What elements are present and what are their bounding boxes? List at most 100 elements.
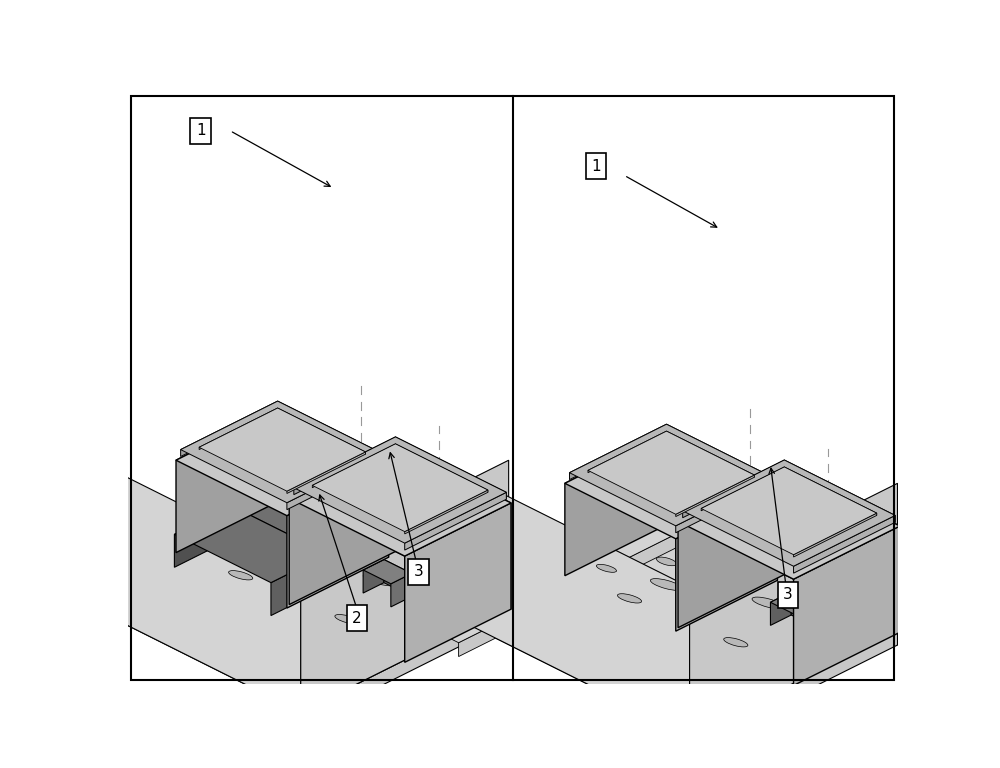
Polygon shape: [231, 506, 328, 587]
Polygon shape: [666, 515, 898, 645]
Polygon shape: [459, 527, 690, 657]
Polygon shape: [363, 560, 412, 584]
Polygon shape: [222, 474, 370, 548]
Polygon shape: [176, 409, 389, 515]
Polygon shape: [798, 606, 819, 639]
Polygon shape: [794, 513, 877, 557]
Polygon shape: [690, 483, 898, 735]
Polygon shape: [278, 492, 509, 622]
Ellipse shape: [335, 614, 359, 624]
Polygon shape: [222, 474, 278, 534]
Polygon shape: [405, 492, 506, 550]
Polygon shape: [770, 592, 791, 625]
Polygon shape: [666, 431, 754, 478]
Polygon shape: [683, 460, 895, 566]
Polygon shape: [391, 574, 412, 607]
Polygon shape: [278, 409, 389, 558]
Ellipse shape: [724, 637, 748, 647]
Polygon shape: [588, 431, 666, 472]
Polygon shape: [294, 437, 506, 543]
Polygon shape: [278, 401, 384, 461]
Polygon shape: [588, 431, 754, 515]
Ellipse shape: [752, 597, 784, 609]
Ellipse shape: [656, 557, 677, 566]
Polygon shape: [701, 467, 784, 511]
Polygon shape: [405, 503, 511, 662]
Polygon shape: [676, 478, 773, 533]
Polygon shape: [278, 474, 370, 553]
Polygon shape: [690, 631, 898, 749]
Ellipse shape: [596, 564, 617, 572]
Polygon shape: [459, 515, 666, 634]
Polygon shape: [70, 492, 278, 611]
Polygon shape: [791, 592, 819, 629]
Ellipse shape: [363, 574, 395, 586]
Polygon shape: [176, 409, 278, 553]
Ellipse shape: [208, 541, 228, 549]
Polygon shape: [315, 520, 370, 581]
Polygon shape: [678, 468, 784, 627]
Polygon shape: [47, 492, 301, 620]
Polygon shape: [395, 437, 506, 499]
Polygon shape: [287, 452, 365, 494]
Polygon shape: [569, 424, 773, 526]
Polygon shape: [181, 401, 278, 456]
Polygon shape: [676, 475, 754, 517]
Polygon shape: [70, 492, 509, 712]
Polygon shape: [312, 444, 395, 488]
Ellipse shape: [617, 594, 642, 603]
Polygon shape: [784, 460, 895, 522]
Polygon shape: [784, 468, 900, 632]
Polygon shape: [294, 437, 395, 495]
Ellipse shape: [439, 537, 468, 578]
Ellipse shape: [262, 555, 294, 568]
Polygon shape: [301, 460, 509, 712]
Ellipse shape: [828, 560, 856, 601]
Polygon shape: [289, 445, 395, 604]
Polygon shape: [701, 467, 877, 554]
Polygon shape: [287, 465, 389, 608]
Polygon shape: [666, 515, 690, 541]
Polygon shape: [174, 506, 231, 568]
Polygon shape: [70, 449, 301, 712]
Polygon shape: [569, 424, 666, 480]
Text: 1: 1: [196, 123, 205, 138]
Polygon shape: [666, 432, 777, 581]
Polygon shape: [683, 460, 784, 518]
Polygon shape: [405, 490, 488, 534]
Polygon shape: [459, 515, 898, 735]
Ellipse shape: [229, 571, 253, 580]
Polygon shape: [199, 408, 365, 492]
Polygon shape: [436, 515, 666, 645]
Polygon shape: [794, 526, 900, 686]
Polygon shape: [784, 467, 877, 515]
Ellipse shape: [445, 545, 462, 570]
Polygon shape: [436, 515, 690, 643]
Ellipse shape: [834, 568, 851, 593]
Polygon shape: [289, 445, 511, 556]
Text: 3: 3: [783, 588, 793, 602]
Polygon shape: [565, 432, 666, 576]
Polygon shape: [666, 424, 773, 485]
Text: 3: 3: [414, 564, 423, 579]
Polygon shape: [676, 488, 777, 631]
Polygon shape: [199, 408, 278, 449]
Polygon shape: [770, 592, 819, 616]
Polygon shape: [363, 560, 384, 593]
Polygon shape: [271, 554, 328, 616]
Polygon shape: [301, 608, 509, 726]
Text: 2: 2: [352, 611, 362, 626]
Polygon shape: [287, 454, 384, 510]
Polygon shape: [278, 492, 301, 518]
Polygon shape: [70, 504, 301, 634]
Polygon shape: [181, 401, 384, 503]
Ellipse shape: [650, 578, 683, 591]
Polygon shape: [174, 506, 328, 583]
Polygon shape: [278, 408, 365, 454]
Text: 1: 1: [591, 158, 600, 174]
Ellipse shape: [268, 534, 288, 543]
Polygon shape: [459, 472, 690, 735]
Polygon shape: [565, 432, 777, 539]
Polygon shape: [384, 560, 412, 597]
Polygon shape: [794, 515, 895, 573]
